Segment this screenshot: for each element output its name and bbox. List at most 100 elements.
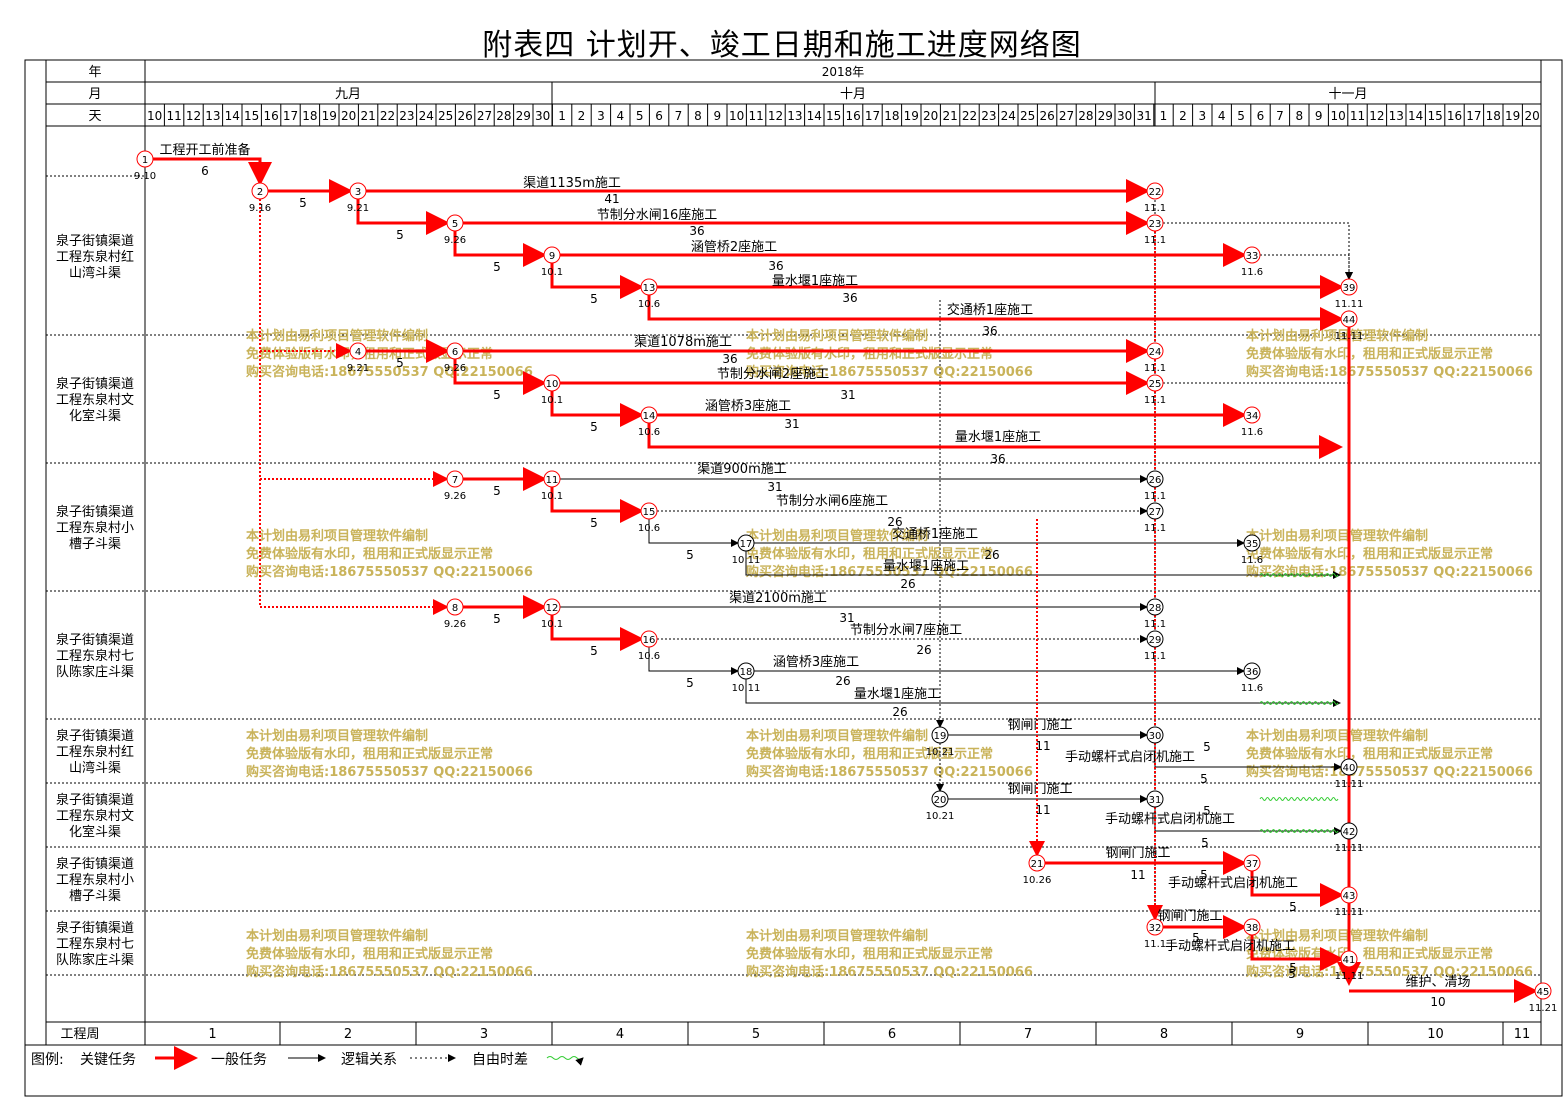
task-arrow [1260, 254, 1353, 280]
day-cell: 12 [186, 109, 201, 123]
node-circle [136, 150, 154, 168]
node-id: 19 [934, 731, 947, 742]
node-date: 11.1 [1144, 619, 1166, 630]
task-duration: 36 [689, 224, 704, 238]
task-name: 手动螺杆式启闭机施工 [1105, 812, 1235, 827]
node-date: 11.11 [1335, 299, 1364, 310]
task-arrow [647, 423, 1343, 459]
task-duration: 5 [1289, 900, 1297, 914]
task-duration: 26 [892, 705, 907, 719]
week-cell: 3 [480, 1027, 488, 1042]
day-cell: 29 [516, 109, 531, 123]
task-arrow [153, 157, 272, 186]
watermark-text: 购买咨询电话:18675550537 QQ:22150066 [1246, 964, 1533, 980]
node-id: 4 [355, 347, 361, 358]
day-cell: 30 [535, 109, 550, 123]
day-cell: 21 [942, 109, 957, 123]
day-cell: 3 [1198, 109, 1206, 123]
day-cell: 15 [1427, 109, 1442, 123]
day-cell: 7 [675, 109, 683, 123]
node-date: 10.21 [926, 811, 955, 822]
task-name: 量水堰1座施工 [955, 430, 1041, 445]
task-arrow [648, 519, 739, 547]
row-label: 泉子街镇渠道工程东泉村文化室斗渠 [56, 792, 134, 840]
link-duration: 5 [493, 260, 501, 274]
node-id: 22 [1149, 187, 1162, 198]
watermark-text: 免费体验版有水印，租用和正式版显示正常 [1246, 546, 1493, 562]
node-id: 38 [1246, 923, 1259, 934]
node-circle [543, 598, 561, 616]
node-circle [1243, 246, 1261, 264]
node-circle [446, 342, 464, 360]
node-circle [640, 406, 658, 424]
node-circle [446, 470, 464, 488]
node-id: 2 [257, 187, 263, 198]
day-cell: 11 [1350, 109, 1365, 123]
task-duration: 6 [201, 164, 209, 178]
task-duration: 11 [1035, 739, 1050, 753]
task-arrow [453, 231, 547, 267]
task-name: 钢闸门施工 [1007, 782, 1072, 797]
link-duration: 5 [493, 388, 501, 402]
node-date: 11.11 [1335, 779, 1364, 790]
link-duration: 5 [299, 196, 307, 210]
watermark-text: 本计划由易利项目管理软件编制 [1246, 728, 1428, 744]
task-duration: 31 [840, 388, 855, 402]
day-cell: 8 [1295, 109, 1303, 123]
day-cell: 13 [205, 109, 220, 123]
link-duration: 5 [396, 228, 404, 242]
node-circle [1243, 918, 1261, 936]
task-name: 渠道2100m施工 [729, 591, 827, 606]
task-arrow [647, 295, 1344, 331]
node-circle [1146, 374, 1164, 392]
node-date: 11.21 [1529, 1003, 1558, 1014]
node-date: 9.10 [134, 171, 156, 182]
watermark-text: 免费体验版有水印，租用和正式版显示正常 [246, 746, 493, 762]
day-cell: 19 [1505, 109, 1520, 123]
day-cell: 12 [768, 109, 783, 123]
node-id: 26 [1149, 475, 1162, 486]
task-name: 钢闸门施工 [1157, 909, 1222, 924]
node-id: 14 [643, 411, 656, 422]
day-cell: 19 [322, 109, 337, 123]
watermark-text: 本计划由易利项目管理软件编制 [246, 928, 428, 944]
node-date: 11.1 [1144, 363, 1166, 374]
legend-float-label: 自由时差 [472, 1052, 528, 1068]
link-duration: 5 [396, 356, 404, 370]
task-duration: 31 [767, 480, 782, 494]
node-id: 24 [1149, 347, 1162, 358]
link-duration: 5 [1203, 740, 1211, 754]
row-labels: 泉子街镇渠道工程东泉村红山湾斗渠 泉子街镇渠道工程东泉村文化室斗渠 泉子街镇渠道… [56, 233, 134, 968]
day-cell: 26 [1039, 109, 1054, 123]
task-name: 节制分水闸2座施工 [717, 367, 829, 382]
node-circle [543, 374, 561, 392]
week-cell: 7 [1024, 1027, 1032, 1042]
day-cell: 28 [1078, 109, 1093, 123]
task-duration: 5 [1201, 836, 1209, 850]
node-id: 15 [643, 507, 656, 518]
node-id: 1 [142, 155, 148, 166]
node-id: 30 [1149, 731, 1162, 742]
node-date: 10.1 [541, 619, 563, 630]
watermark-text: 本计划由易利项目管理软件编制 [746, 928, 928, 944]
task-name: 工程开工前准备 [159, 142, 250, 158]
legend [155, 1046, 584, 1070]
node-circle [1340, 310, 1358, 328]
node-id: 27 [1149, 507, 1162, 518]
day-label: 天 [88, 109, 101, 124]
day-cell: 18 [302, 109, 317, 123]
node-circle [1340, 822, 1358, 840]
node-date: 9.16 [249, 203, 271, 214]
link-duration: 5 [590, 644, 598, 658]
node-circle [1146, 630, 1164, 648]
node-date: 10.6 [638, 651, 660, 662]
day-cell: 21 [360, 109, 375, 123]
task-name: 节制分水闸6座施工 [776, 494, 888, 509]
day-cell: 22 [962, 109, 977, 123]
day-cell: 6 [655, 109, 663, 123]
node-date: 10.6 [638, 523, 660, 534]
node-id: 13 [643, 283, 656, 294]
day-cell: 27 [477, 109, 492, 123]
node-circle [1243, 662, 1261, 680]
day-cell: 12 [1369, 109, 1384, 123]
